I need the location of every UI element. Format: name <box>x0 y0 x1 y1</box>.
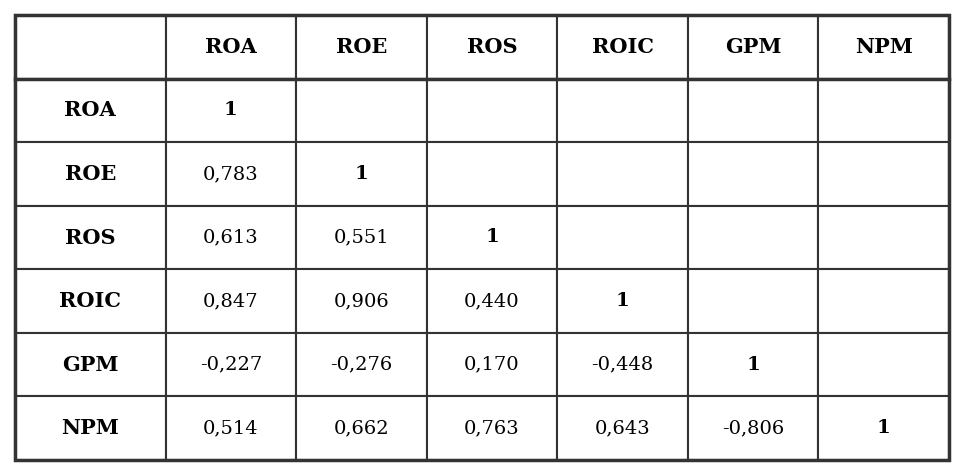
Bar <box>688 78 818 142</box>
Text: -0,806: -0,806 <box>722 419 785 437</box>
Bar <box>166 78 296 142</box>
Bar <box>166 333 296 397</box>
Bar <box>818 397 949 460</box>
Text: GPM: GPM <box>725 37 782 57</box>
Bar <box>818 15 949 78</box>
Bar <box>15 269 166 333</box>
Bar <box>557 15 688 78</box>
Bar <box>688 142 818 206</box>
Text: -0,276: -0,276 <box>331 356 392 374</box>
Bar <box>818 78 949 142</box>
Text: 1: 1 <box>616 292 629 310</box>
Bar <box>166 269 296 333</box>
Text: ROIC: ROIC <box>592 37 654 57</box>
Bar <box>557 397 688 460</box>
Text: 0,847: 0,847 <box>203 292 258 310</box>
Text: 0,551: 0,551 <box>334 228 389 247</box>
Text: 0,440: 0,440 <box>465 292 520 310</box>
Text: -0,448: -0,448 <box>592 356 654 374</box>
Bar <box>427 142 557 206</box>
Bar <box>427 269 557 333</box>
Bar <box>688 333 818 397</box>
Bar <box>427 78 557 142</box>
Bar <box>15 333 166 397</box>
Text: 0,763: 0,763 <box>465 419 520 437</box>
Bar <box>818 269 949 333</box>
Bar <box>688 15 818 78</box>
Bar <box>427 333 557 397</box>
Text: ROA: ROA <box>65 100 117 120</box>
Bar <box>296 15 427 78</box>
Bar <box>296 78 427 142</box>
Bar <box>166 206 296 269</box>
Bar <box>688 206 818 269</box>
Bar <box>557 269 688 333</box>
Text: 0,643: 0,643 <box>595 419 651 437</box>
Bar <box>688 397 818 460</box>
Text: 1: 1 <box>355 165 368 183</box>
Bar <box>427 206 557 269</box>
Text: 1: 1 <box>224 101 238 119</box>
Text: 0,613: 0,613 <box>203 228 258 247</box>
Bar <box>557 78 688 142</box>
Bar <box>15 397 166 460</box>
Bar <box>818 333 949 397</box>
Text: GPM: GPM <box>62 355 119 375</box>
Bar <box>296 269 427 333</box>
Bar <box>15 142 166 206</box>
Text: 0,662: 0,662 <box>334 419 389 437</box>
Text: 0,514: 0,514 <box>203 419 258 437</box>
Text: ROS: ROS <box>467 37 518 57</box>
Bar <box>296 142 427 206</box>
Bar <box>15 78 166 142</box>
Text: ROE: ROE <box>335 37 388 57</box>
Text: 1: 1 <box>485 228 499 247</box>
Text: 0,783: 0,783 <box>203 165 258 183</box>
Text: ROA: ROA <box>205 37 256 57</box>
Text: NPM: NPM <box>855 37 913 57</box>
Text: 1: 1 <box>877 419 891 437</box>
Text: NPM: NPM <box>62 418 120 438</box>
Bar <box>166 15 296 78</box>
Text: 0,906: 0,906 <box>334 292 389 310</box>
Text: ROE: ROE <box>65 164 116 184</box>
Text: ROS: ROS <box>65 228 116 247</box>
Bar <box>427 397 557 460</box>
Bar <box>818 206 949 269</box>
Bar <box>296 333 427 397</box>
Bar <box>818 142 949 206</box>
Bar <box>427 15 557 78</box>
Bar <box>296 397 427 460</box>
Bar <box>557 142 688 206</box>
Bar <box>557 206 688 269</box>
Text: -0,227: -0,227 <box>200 356 262 374</box>
Bar <box>296 206 427 269</box>
Bar <box>15 206 166 269</box>
Text: 0,170: 0,170 <box>465 356 520 374</box>
Bar <box>15 15 166 78</box>
Bar <box>688 269 818 333</box>
Bar <box>166 397 296 460</box>
Bar <box>166 142 296 206</box>
Text: ROIC: ROIC <box>60 291 121 311</box>
Text: 1: 1 <box>746 356 760 374</box>
Bar <box>557 333 688 397</box>
